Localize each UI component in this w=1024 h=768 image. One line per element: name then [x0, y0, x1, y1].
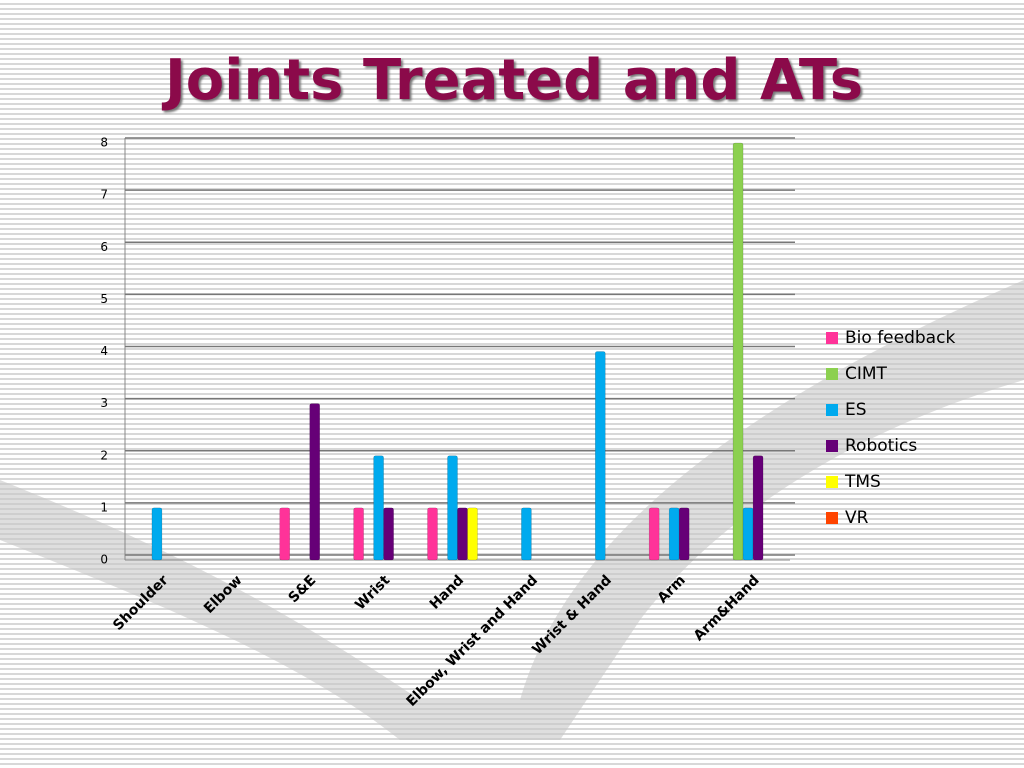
legend-label: VR	[845, 508, 869, 528]
bar	[151, 507, 163, 561]
x-tick-label: Hand	[427, 572, 467, 612]
legend-label: Robotics	[845, 436, 917, 456]
bar	[467, 507, 478, 561]
bar	[648, 507, 660, 561]
x-tick-label: Wrist	[352, 572, 393, 613]
legend-label: Bio feedback	[845, 328, 955, 348]
bar	[595, 351, 606, 561]
legend-label: ES	[845, 400, 867, 420]
legend-label: TMS	[844, 472, 881, 492]
bar	[742, 507, 754, 561]
y-tick-label: 6	[100, 240, 108, 254]
bar	[427, 507, 438, 561]
bar	[678, 507, 690, 561]
x-tick-label: S&E	[286, 572, 320, 606]
bar	[457, 507, 468, 561]
background-hand	[0, 280, 1024, 740]
x-tick-label: Elbow, Wrist and Hand	[404, 572, 542, 710]
y-tick-label: 3	[100, 396, 108, 410]
bar	[521, 507, 532, 561]
legend-swatch	[826, 404, 838, 416]
legend-swatch	[826, 368, 838, 380]
legend-swatch	[826, 512, 838, 524]
legend-swatch	[826, 476, 838, 488]
bar	[383, 507, 394, 561]
legend-swatch	[826, 332, 838, 344]
legend-label: CIMT	[845, 364, 888, 384]
y-tick-label: 5	[100, 292, 108, 306]
bar	[279, 507, 290, 561]
x-tick-label: Arm&Hand	[691, 572, 763, 644]
y-tick-label: 4	[100, 344, 108, 358]
bar	[732, 142, 744, 561]
bar	[668, 507, 680, 561]
y-tick-label: 2	[100, 448, 108, 462]
y-tick-label: 7	[100, 188, 108, 202]
bar	[752, 455, 764, 561]
bar	[353, 507, 364, 561]
bar	[373, 455, 384, 561]
y-tick-label: 1	[100, 500, 108, 514]
legend-swatch	[826, 440, 838, 452]
bar	[447, 455, 458, 561]
bar	[309, 403, 320, 561]
y-tick-label: 8	[100, 136, 108, 150]
y-tick-label: 0	[100, 553, 108, 567]
chart-title: Joints Treated and ATs	[161, 48, 863, 113]
